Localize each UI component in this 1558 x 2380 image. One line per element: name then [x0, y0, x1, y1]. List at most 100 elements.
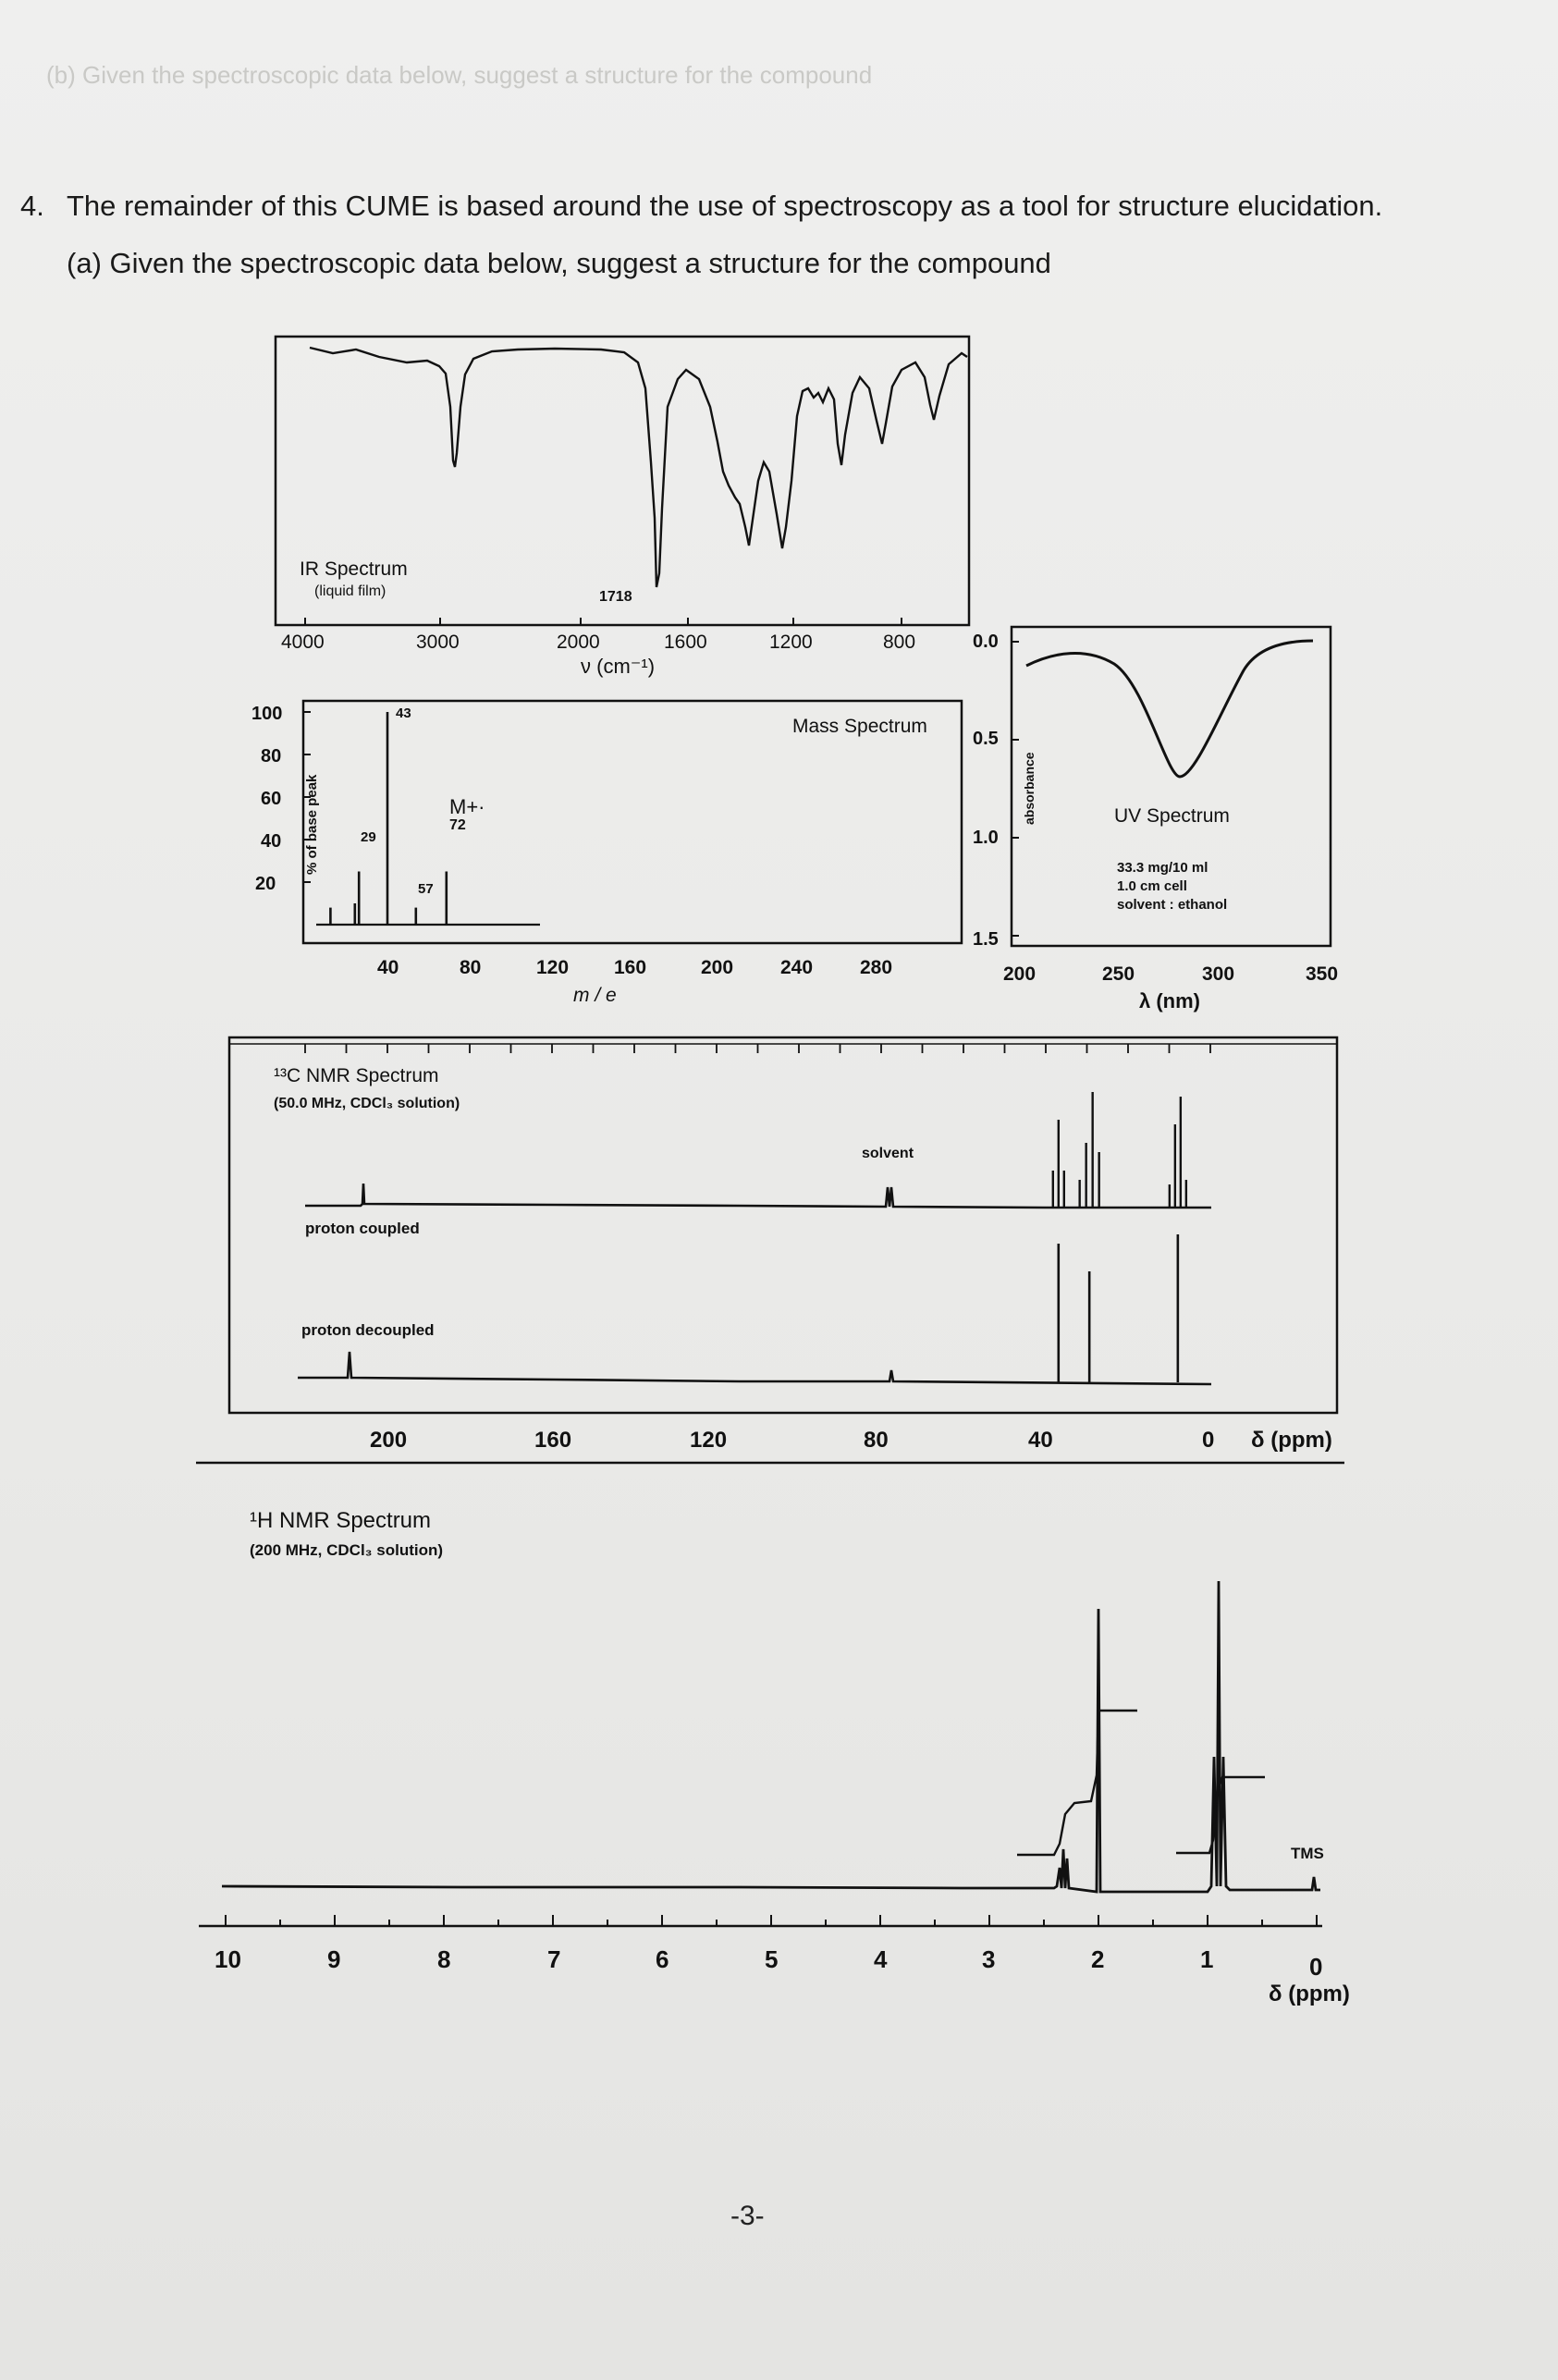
- ms-tick-80: 80: [460, 957, 481, 978]
- ir-frame: [274, 335, 971, 627]
- ms-xlabel: m / e: [573, 985, 617, 1006]
- h1-tick-9: 9: [327, 1945, 340, 1973]
- uv-ylabel: absorbance: [1022, 752, 1037, 825]
- h1-xlabel: δ (ppm): [1269, 1981, 1350, 2006]
- uv-ytick-1.0: 1.0: [973, 828, 999, 848]
- h1-conditions: (200 MHz, CDCl₃ solution): [250, 1541, 443, 1559]
- uv-spectrum: 0.0 0.5 1.0 1.5 absorbance UV Spectrum 3…: [973, 625, 1338, 1012]
- ms-peak-label-57: 57: [418, 881, 434, 897]
- h1-integration: [1017, 1709, 1137, 1857]
- page-number: -3-: [730, 2201, 765, 2231]
- h1-nmr-spectrum: ¹H NMR Spectrum (200 MHz, CDCl₃ solution…: [196, 1461, 1350, 2006]
- ms-x-ticks: 40 80 120 160 200 240 280: [377, 957, 892, 978]
- ir-x-ticks: 4000 3000 2000 1600 1200 800: [281, 618, 915, 653]
- c13-frame: [227, 1036, 1339, 1415]
- c13-decoupled-label: proton decoupled: [301, 1321, 435, 1339]
- c13-xlabel: δ (ppm): [1251, 1428, 1332, 1453]
- h1-integration-2: [1176, 1775, 1265, 1855]
- ir-tick-3000: 3000: [416, 632, 460, 653]
- c13-title: ¹³C NMR Spectrum: [274, 1065, 439, 1086]
- c13-conditions: (50.0 MHz, CDCl₃ solution): [274, 1096, 460, 1111]
- uv-trace: [1025, 639, 1314, 779]
- uv-ytick-0.0: 0.0: [973, 632, 999, 652]
- h1-trace: [221, 1580, 1320, 1894]
- ms-tick-40: 40: [377, 957, 399, 978]
- c13-top-ticks: [304, 1044, 1211, 1053]
- uv-solvent: solvent : ethanol: [1117, 897, 1227, 913]
- ms-peak-label-43: 43: [396, 705, 411, 721]
- ms-ytick-20: 20: [255, 874, 276, 894]
- h1-tick-4: 4: [874, 1945, 888, 1973]
- uv-x-ticks: 200 250 300 350: [1003, 963, 1338, 985]
- ms-ytick-100: 100: [251, 704, 282, 724]
- uv-tick-300: 300: [1202, 963, 1234, 985]
- c13-tick-200: 200: [370, 1428, 407, 1453]
- ir-tick-800: 800: [883, 632, 915, 653]
- c13-tick-120: 120: [690, 1428, 727, 1453]
- question-part-a: (a) Given the spectroscopic data below, …: [67, 247, 1051, 279]
- ir-tick-4000: 4000: [281, 632, 325, 653]
- ir-spectrum: IR Spectrum (liquid film) 1718 4000 3000…: [274, 335, 971, 678]
- uv-conc: 33.3 mg/10 ml: [1117, 860, 1208, 876]
- h1-tick-8: 8: [437, 1945, 450, 1973]
- uv-ytick-1.5: 1.5: [973, 929, 999, 950]
- c13-x-ticks: 200 160 120 80 40 0: [370, 1428, 1214, 1453]
- ms-tick-200: 200: [701, 957, 733, 978]
- ir-xlabel: ν (cm⁻¹): [581, 655, 655, 678]
- uv-ytick-0.5: 0.5: [973, 729, 999, 749]
- ir-subtitle: (liquid film): [314, 583, 386, 599]
- ms-molecular-ion: M+·: [449, 795, 485, 818]
- ir-peak-label: 1718: [599, 589, 632, 605]
- h1-tick-7: 7: [547, 1945, 560, 1973]
- uv-xlabel: λ (nm): [1139, 989, 1200, 1012]
- ms-peak-label-29: 29: [361, 829, 376, 845]
- uv-tick-250: 250: [1102, 963, 1135, 985]
- ms-title: Mass Spectrum: [792, 716, 927, 737]
- h1-tms-label: TMS: [1291, 1845, 1324, 1862]
- ms-ytick-60: 60: [261, 789, 281, 809]
- ir-tick-2000: 2000: [557, 632, 600, 653]
- c13-coupled-peaks: [1051, 1092, 1188, 1208]
- c13-coupled-trace: [305, 1183, 1211, 1209]
- h1-title: ¹H NMR Spectrum: [250, 1508, 431, 1533]
- bleed-through-text: (b) Given the spectroscopic data below, …: [46, 61, 873, 89]
- c13-tick-160: 160: [534, 1428, 571, 1453]
- h1-x-tick-marks: [225, 1915, 1318, 1926]
- h1-tick-2: 2: [1091, 1945, 1104, 1973]
- h1-x-ticks: 10 9 8 7 6 5 4 3 2 1 0: [215, 1945, 1322, 1981]
- h1-tick-0: 0: [1309, 1953, 1322, 1981]
- c13-tick-0: 0: [1202, 1428, 1214, 1453]
- c13-decoupled-peaks: [1057, 1234, 1180, 1382]
- question-number: 4.: [20, 190, 44, 222]
- h1-tick-5: 5: [765, 1945, 778, 1973]
- uv-tick-350: 350: [1306, 963, 1338, 985]
- uv-cell: 1.0 cm cell: [1117, 878, 1187, 894]
- ir-title: IR Spectrum: [300, 558, 408, 580]
- h1-tick-3: 3: [982, 1945, 995, 1973]
- c13-solvent-label: solvent: [862, 1146, 914, 1161]
- ms-ytick-80: 80: [261, 746, 281, 767]
- c13-nmr-spectrum: ¹³C NMR Spectrum (50.0 MHz, CDCl₃ soluti…: [227, 1036, 1339, 1453]
- ms-peaks: [329, 712, 448, 925]
- ms-peak-label-72: 72: [449, 817, 466, 833]
- ms-tick-120: 120: [536, 957, 569, 978]
- c13-tick-40: 40: [1028, 1428, 1053, 1453]
- c13-decoupled-trace: [298, 1351, 1212, 1386]
- uv-title: UV Spectrum: [1114, 805, 1230, 827]
- uv-tick-200: 200: [1003, 963, 1036, 985]
- mass-spectrum: Mass Spectrum % of base peak 100 80 60 4…: [251, 699, 963, 1006]
- ir-trace: [309, 346, 968, 588]
- ms-tick-240: 240: [780, 957, 813, 978]
- ir-tick-1200: 1200: [769, 632, 813, 653]
- uv-y-ticks: 0.0 0.5 1.0 1.5: [973, 632, 1019, 950]
- ms-y-ticks: 100 80 60 40 20: [251, 704, 311, 894]
- h1-tick-6: 6: [656, 1945, 669, 1973]
- h1-tick-10: 10: [215, 1945, 241, 1973]
- ir-tick-1600: 1600: [664, 632, 707, 653]
- c13-tick-80: 80: [864, 1428, 889, 1453]
- ms-ylabel: % of base peak: [304, 774, 320, 875]
- h1-tick-1: 1: [1200, 1945, 1213, 1973]
- ms-frame: [301, 699, 963, 945]
